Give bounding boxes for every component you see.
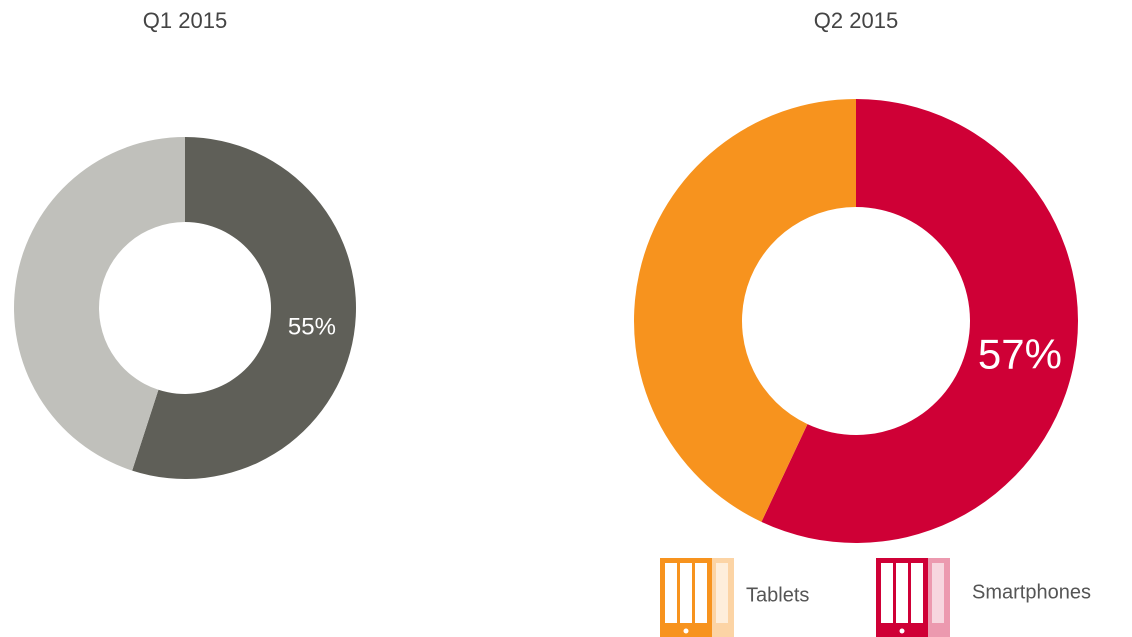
chart-title: Q1 2015	[143, 8, 227, 33]
icon-screen	[716, 563, 728, 623]
legend-label: Tablets	[746, 584, 809, 606]
legend-label: Smartphones	[972, 581, 1091, 603]
icon-screen	[911, 563, 923, 623]
icon-screen	[896, 563, 908, 623]
legend-icon	[876, 558, 950, 637]
icon-screen	[881, 563, 893, 623]
donut-slice	[761, 99, 1079, 543]
donut-slice	[132, 137, 357, 479]
value-label: 57%	[978, 331, 1062, 378]
chart-title: Q2 2015	[814, 8, 898, 33]
icon-button	[899, 628, 905, 634]
icon-screen	[695, 563, 707, 623]
donut-slice	[634, 99, 856, 522]
icon-screen	[665, 563, 677, 623]
legend-icon	[660, 558, 734, 637]
icon-screen	[680, 563, 692, 623]
icon-button	[683, 628, 689, 634]
donut-slice	[14, 137, 185, 471]
icon-screen	[932, 563, 944, 623]
value-label: 55%	[288, 313, 336, 340]
